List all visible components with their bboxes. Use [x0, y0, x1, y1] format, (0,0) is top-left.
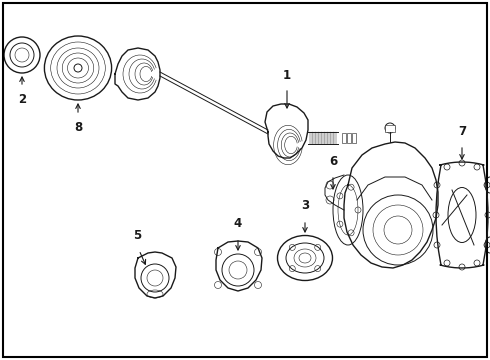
Text: 1: 1 [283, 69, 291, 82]
Text: 7: 7 [458, 125, 466, 138]
Text: 5: 5 [133, 229, 141, 242]
Bar [347, 133, 351, 143]
Text: 3: 3 [301, 199, 309, 212]
Text: 4: 4 [234, 217, 242, 230]
Bar [352, 133, 356, 143]
Text: 6: 6 [329, 155, 337, 168]
Text: 8: 8 [74, 121, 82, 134]
Bar [342, 133, 346, 143]
Bar [385, 125, 395, 132]
Text: 2: 2 [18, 93, 26, 105]
